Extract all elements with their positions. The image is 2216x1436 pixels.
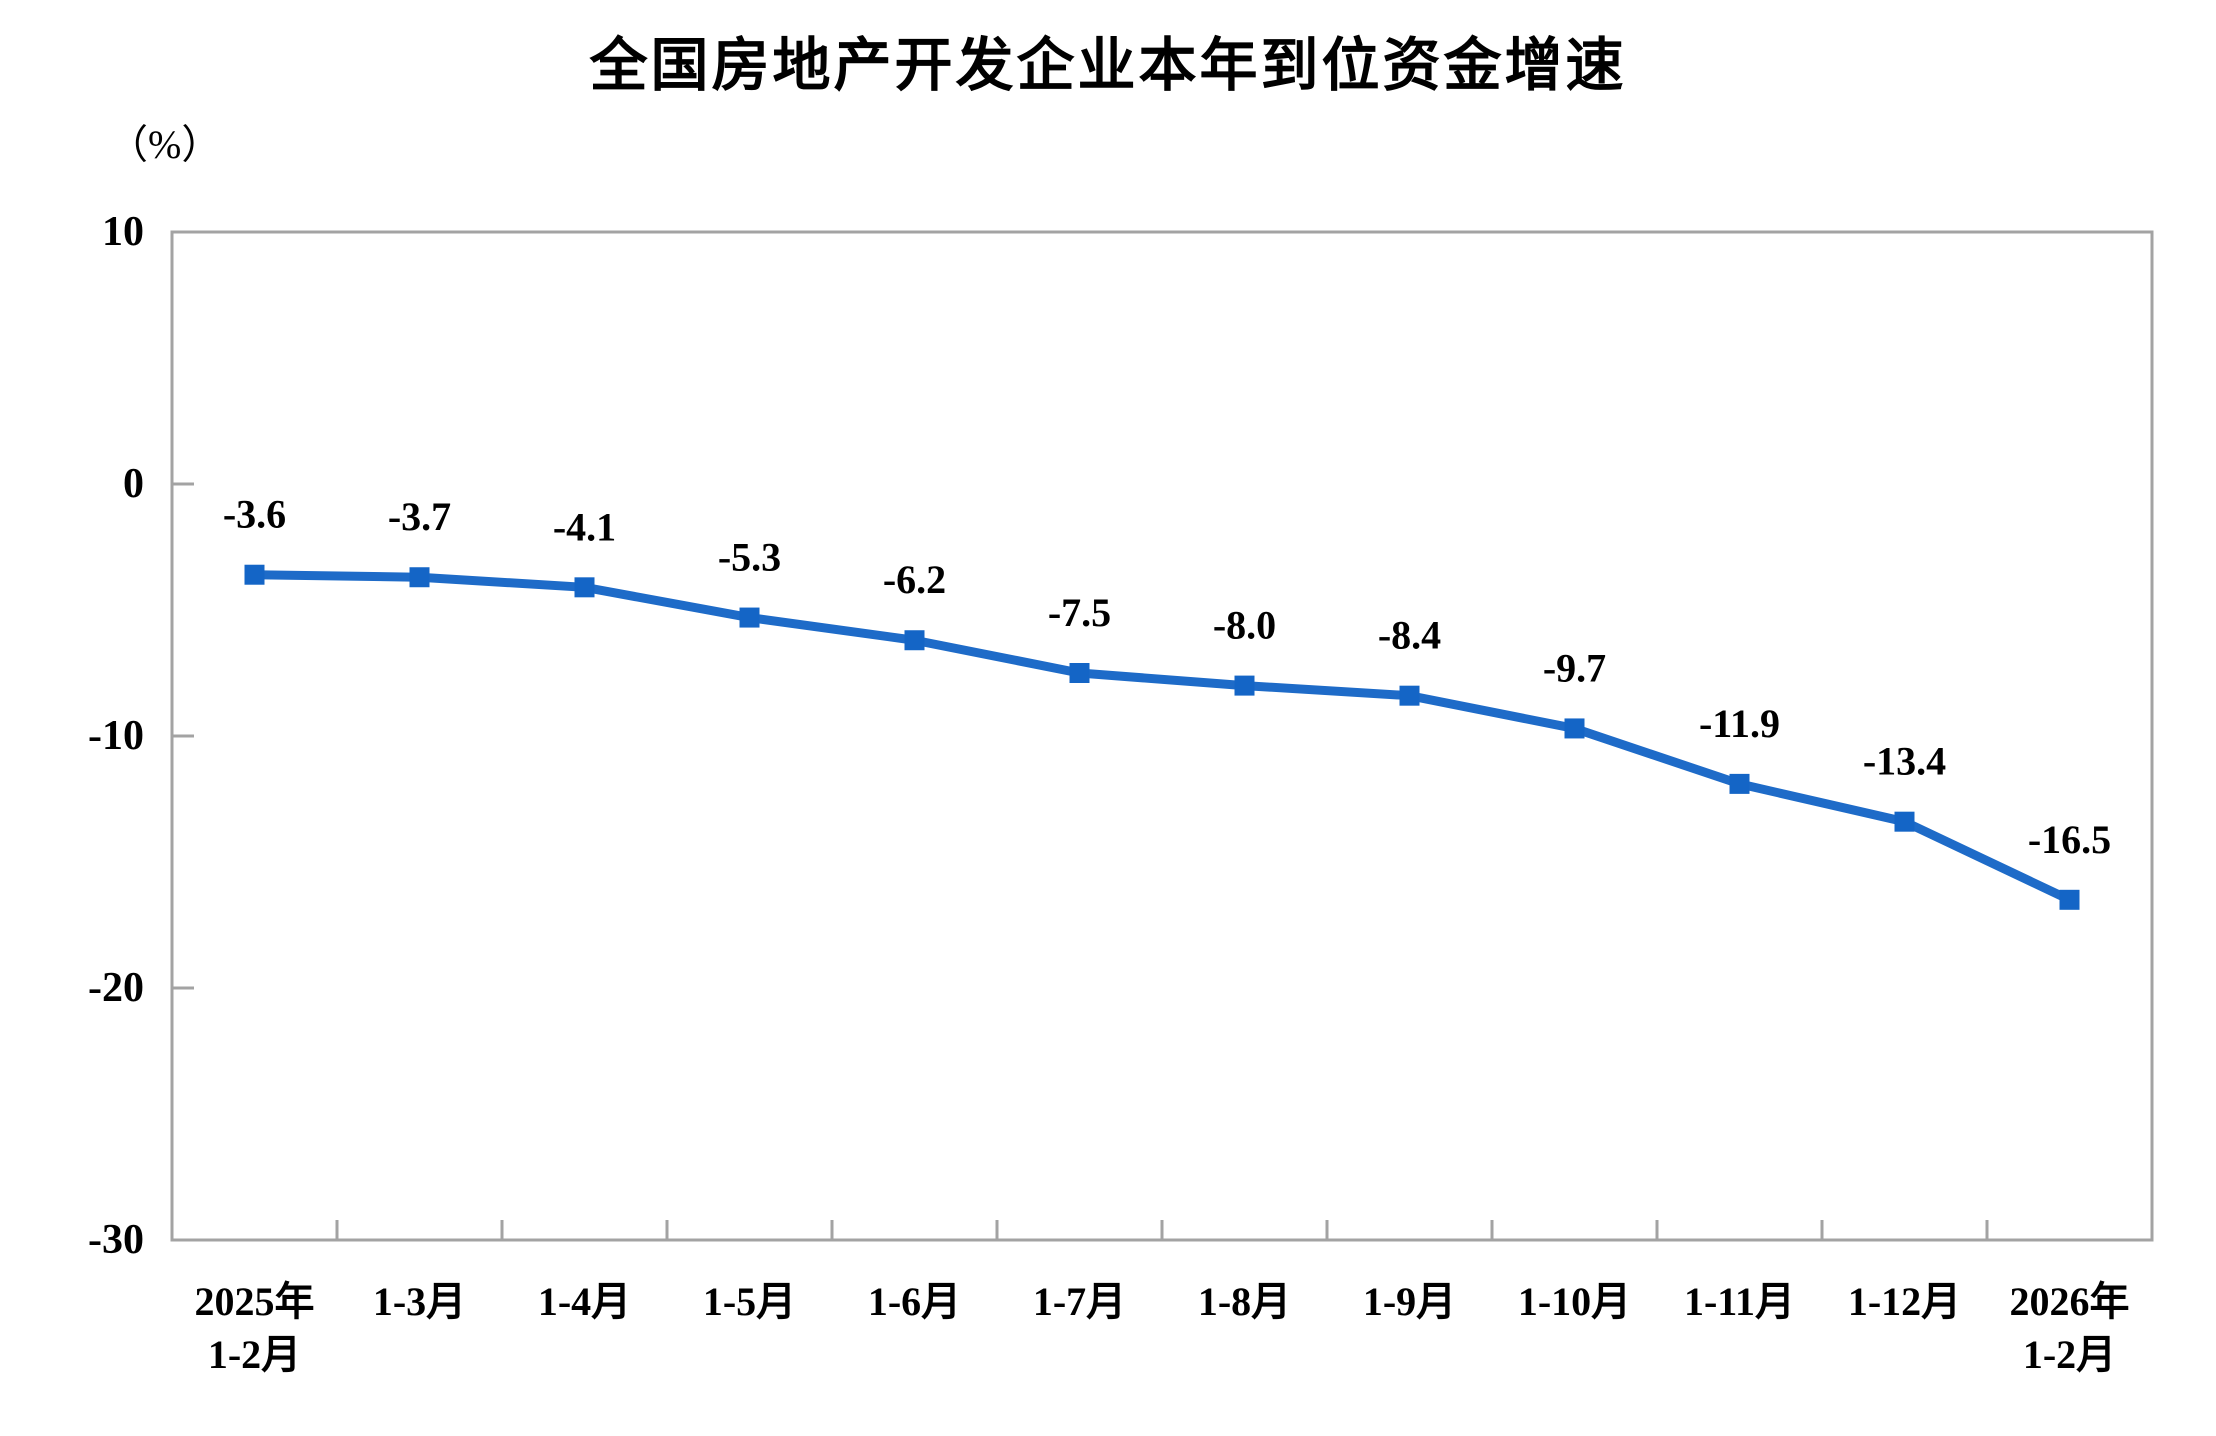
x-axis-tick-label: 2026年: [2010, 1279, 2130, 1324]
data-point-marker: [2059, 889, 2080, 910]
data-point-marker: [904, 630, 925, 651]
data-line: [250, 570, 2074, 905]
x-axis-tick-label: 1-6月: [868, 1279, 961, 1324]
data-point-label: -8.0: [1213, 603, 1276, 648]
y-axis-unit-label: （%）: [108, 122, 222, 167]
x-axis-tick-label: 1-3月: [373, 1279, 466, 1324]
data-point-marker: [1399, 685, 1420, 706]
data-point-marker: [1069, 663, 1090, 683]
data-point-label: -3.7: [388, 494, 451, 539]
data-point-label: -16.5: [2028, 817, 2111, 862]
data-point-marker: [1564, 718, 1585, 739]
x-axis-tick-label: 1-4月: [538, 1279, 631, 1324]
x-axis-tick-label: 1-12月: [1848, 1279, 1961, 1324]
y-axis-tick-label: -30: [88, 1217, 144, 1263]
data-point-marker: [1234, 675, 1255, 696]
chart-title: 全国房地产开发企业本年到位资金增速: [589, 33, 1627, 98]
y-axis-tick-label: 0: [123, 461, 144, 507]
x-axis-tick-label: 2025年: [195, 1279, 315, 1324]
x-axis-tick-label: 1-8月: [1198, 1279, 1291, 1324]
x-axis-tick-label: 1-2月: [2023, 1332, 2116, 1377]
data-point-label: -3.6: [223, 492, 286, 537]
data-point-marker: [1894, 811, 1915, 832]
x-axis-tick-label: 1-9月: [1363, 1279, 1456, 1324]
data-point-marker: [1729, 773, 1750, 794]
x-axis-tick-label: 1-7月: [1033, 1279, 1126, 1324]
plot-area-border: [170, 230, 2154, 1242]
y-axis-tick-label: 10: [102, 209, 144, 255]
x-axis-tick-label: 1-2月: [208, 1332, 301, 1377]
x-axis-tick-label: 1-11月: [1684, 1279, 1795, 1324]
data-point-label: -6.2: [883, 557, 946, 602]
data-point-label: -8.4: [1378, 613, 1441, 658]
data-point-label: -7.5: [1048, 590, 1111, 635]
data-point-marker: [409, 567, 430, 588]
y-axis-tick-label: -10: [88, 713, 144, 759]
data-point-label: -13.4: [1863, 739, 1946, 784]
x-axis-tick-label: 1-10月: [1518, 1279, 1631, 1324]
data-point-label: -11.9: [1699, 701, 1780, 746]
data-point-marker: [244, 564, 265, 585]
data-point-label: -4.1: [553, 504, 616, 549]
x-axis-tick-label: 1-5月: [703, 1279, 796, 1324]
y-axis-tick-label: -20: [88, 965, 144, 1011]
data-point-marker: [574, 577, 595, 598]
data-point-label: -5.3: [718, 535, 781, 580]
data-point-marker: [739, 607, 760, 628]
data-point-label: -9.7: [1543, 645, 1606, 690]
